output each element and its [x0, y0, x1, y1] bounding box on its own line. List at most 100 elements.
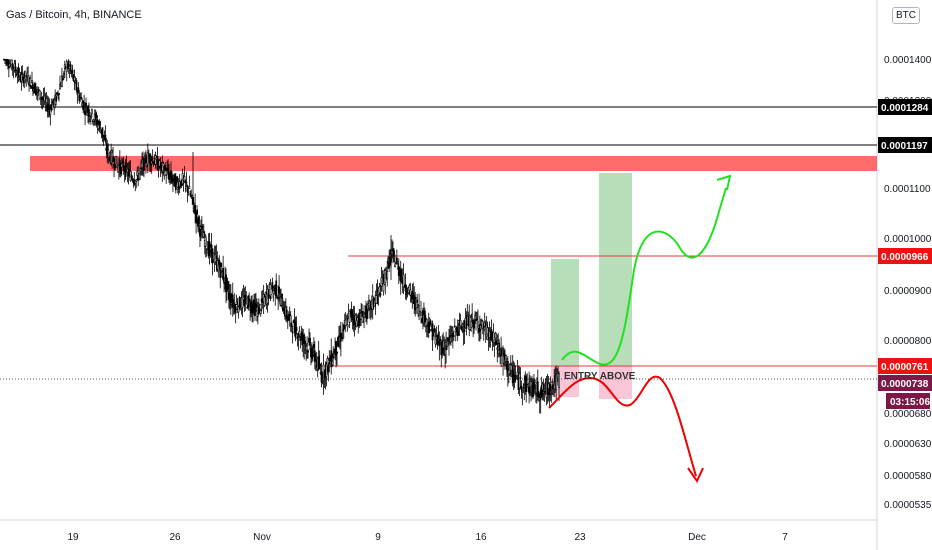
candle-body [194, 205, 197, 213]
candle-body [493, 339, 496, 343]
candle-body [345, 318, 348, 321]
candle-body [456, 331, 459, 336]
price-label-bg [878, 248, 932, 264]
candle-body [61, 76, 63, 88]
candle-body [139, 168, 142, 172]
candle-body [150, 161, 153, 164]
currency-badge[interactable]: BTC [892, 7, 920, 24]
candle-body [541, 383, 544, 391]
candle-body [58, 93, 60, 95]
y-axis[interactable]: 0.0001400 0.0001300 0.0001100 0.0001000 … [884, 55, 932, 511]
candle-body [429, 320, 432, 325]
candle-body [134, 183, 137, 186]
candle-body [503, 351, 505, 357]
candle-body [177, 186, 180, 190]
candle-body [335, 341, 337, 357]
candle-body [104, 135, 107, 142]
candle-body [165, 174, 168, 177]
candle-body [529, 381, 531, 388]
candle-body [290, 323, 293, 327]
candle-body [234, 305, 237, 314]
candle-body [449, 335, 451, 338]
candle-body [423, 310, 426, 323]
candle-body [185, 181, 188, 184]
candle-body [244, 294, 247, 305]
candle-body [551, 381, 554, 384]
candle-body [461, 324, 464, 327]
candle-body [27, 75, 30, 83]
candle-body [90, 109, 93, 115]
y-tick: 0.0000580 [884, 471, 932, 482]
candle-body [289, 315, 292, 324]
candle-body [14, 66, 17, 72]
candle-body [399, 269, 402, 283]
candle-body [318, 364, 321, 366]
candle-body [470, 321, 473, 328]
candle-body [549, 384, 552, 392]
candle-body [473, 321, 475, 329]
x-tick: Dec [688, 532, 706, 543]
candle-body [297, 335, 300, 338]
y-tick: 0.0001400 [884, 55, 932, 66]
candle-body [301, 332, 304, 346]
candle-body [492, 332, 495, 343]
candle-body [278, 286, 281, 294]
candle-body [258, 303, 261, 306]
candle-body [312, 344, 315, 348]
candle-body [534, 380, 536, 383]
bullish-path [561, 187, 727, 366]
candle-body [200, 225, 203, 229]
candle-body [135, 179, 138, 182]
candle-body [361, 310, 364, 317]
countdown-bg [886, 393, 930, 409]
candle-body [252, 305, 254, 314]
x-axis[interactable]: 19 26 Nov 9 16 23 Dec 7 [67, 532, 788, 543]
candle-body [277, 296, 280, 299]
candle-body [344, 319, 347, 326]
candle-body [558, 373, 560, 388]
candle-body [438, 341, 441, 347]
candle-body [386, 270, 389, 279]
price-label: 0.0001197 [881, 141, 928, 152]
candle-body [101, 127, 104, 137]
candle-body [348, 310, 351, 323]
candle-body [299, 336, 302, 341]
candle-body [400, 277, 403, 279]
candle-body [187, 190, 190, 193]
stop-box-2 [599, 366, 632, 399]
candle-body [313, 350, 316, 363]
candle-body [227, 282, 229, 290]
x-tick: 7 [782, 532, 788, 543]
candle-body [65, 61, 68, 72]
candle-body [11, 64, 14, 69]
candle-body [218, 259, 221, 269]
trade-box-2[interactable] [599, 173, 632, 399]
countdown-label: 03:15:06 [890, 397, 930, 408]
candle-body [127, 170, 130, 177]
candle-body [163, 171, 166, 177]
candle-body [506, 361, 509, 374]
candle-body [215, 255, 218, 260]
price-label-bg [878, 375, 932, 391]
x-tick: Nov [253, 532, 271, 543]
candle-body [38, 90, 41, 100]
candle-body [511, 369, 514, 384]
candle-body [420, 312, 422, 316]
candle-body [479, 325, 482, 330]
candle-body [416, 299, 419, 303]
candle-body [395, 257, 398, 262]
candle-body [494, 333, 497, 339]
candle-body [452, 335, 455, 337]
candle-body [519, 377, 522, 379]
candle-body [425, 319, 428, 327]
candle-body [98, 121, 101, 125]
candle-body [382, 283, 385, 292]
candle-body [272, 290, 275, 294]
candle-body [61, 78, 64, 81]
candle-body [55, 96, 58, 102]
candle-body [6, 59, 9, 65]
price-label: 0.0000761 [881, 362, 929, 373]
candle-body [465, 321, 468, 329]
candle-body [450, 337, 452, 343]
